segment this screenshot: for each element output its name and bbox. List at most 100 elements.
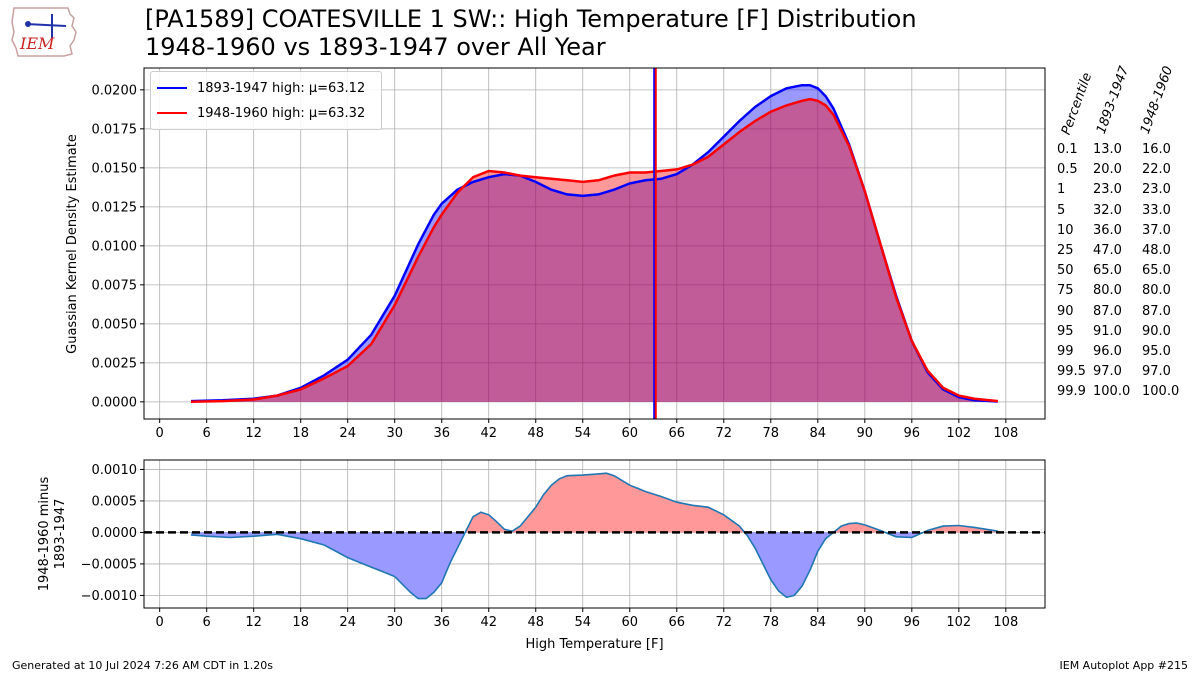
legend-swatch-blue [157, 87, 187, 89]
y-tick-label: 0.0000 [92, 395, 138, 410]
percentile-value: 99.5 [1057, 364, 1086, 380]
logo-text: IEM [19, 34, 55, 53]
period2-value: 23.0 [1142, 182, 1171, 198]
percentile-value: 0.5 [1057, 162, 1078, 178]
generated-timestamp: Generated at 10 Jul 2024 7:26 AM CDT in … [12, 659, 273, 672]
period2-value: 22.0 [1142, 162, 1171, 178]
difference-positive-area [191, 473, 998, 533]
x-tick-label: 102 [946, 426, 971, 441]
y-axis-label: Guassian Kernel Density Estimate [65, 134, 80, 354]
percentile-value: 95 [1057, 323, 1074, 339]
chart-title: [PA1589] COATESVILLE 1 SW:: High Tempera… [145, 5, 917, 33]
y-tick-label: 0.0050 [92, 317, 138, 332]
x-tick-label: 0 [156, 426, 164, 441]
legend-item-1948-1960: 1948-1960 high: μ=63.32 [157, 103, 365, 123]
period2-value: 95.0 [1142, 343, 1171, 359]
x-tick-label: 90 [857, 615, 874, 630]
y-axis-label-line2: 1893-1947 [53, 499, 68, 570]
period1-value: 47.0 [1093, 242, 1122, 258]
period1-value: 65.0 [1093, 263, 1122, 279]
y-tick-label: 0.0125 [92, 200, 138, 215]
y-tick-label: 0.0000 [92, 526, 138, 541]
x-tick-label: 78 [763, 615, 780, 630]
percentile-value: 90 [1057, 303, 1074, 319]
period2-value: 65.0 [1142, 263, 1171, 279]
x-tick-label: 24 [339, 426, 356, 441]
y-tick-label: 0.0175 [92, 122, 138, 137]
period1-value: 13.0 [1093, 142, 1122, 157]
x-axis-label: High Temperature [F] [525, 637, 663, 652]
difference-line [190, 472, 999, 600]
x-tick-label: 18 [292, 426, 309, 441]
x-tick-label: 60 [621, 615, 638, 630]
percentile-value: 99 [1057, 343, 1074, 359]
plot-frame [143, 459, 1046, 609]
x-tick-label: 108 [993, 615, 1018, 630]
period1-value: 80.0 [1093, 283, 1122, 299]
y-tick-label: 0.0010 [92, 463, 138, 478]
percentile-value: 25 [1057, 242, 1074, 258]
period2-value: 33.0 [1142, 202, 1171, 218]
plot-frame [143, 67, 1046, 420]
x-tick-label: 12 [245, 426, 262, 441]
x-tick-label: 102 [946, 615, 971, 630]
percentile-value: 1 [1057, 182, 1066, 198]
x-tick-label: 72 [716, 615, 733, 630]
percentile-value: 5 [1057, 202, 1066, 218]
x-tick-label: 42 [480, 426, 497, 441]
period2-value: 80.0 [1142, 283, 1171, 299]
x-tick-label: 54 [574, 615, 591, 630]
x-tick-label: 84 [810, 615, 827, 630]
period1-value: 36.0 [1093, 222, 1122, 238]
legend: 1893-1947 high: μ=63.12 1948-1960 high: … [150, 71, 382, 130]
density-line-1948-1960 [190, 97, 999, 404]
period1-value: 32.0 [1093, 202, 1122, 218]
iem-logo: IEM [11, 7, 77, 57]
x-tick-label: 48 [527, 426, 544, 441]
x-tick-label: 18 [292, 615, 309, 630]
app-label: IEM Autoplot App #215 [1059, 659, 1189, 672]
y-axis-label-line1: 1948-1960 minus [37, 477, 52, 592]
legend-label-1948-1960: 1948-1960 high: μ=63.32 [197, 105, 366, 121]
period1-value: 91.0 [1093, 323, 1122, 339]
chart-subtitle: 1948-1960 vs 1893-1947 over All Year [145, 33, 606, 61]
period2-value: 90.0 [1142, 323, 1171, 339]
period2-value: 48.0 [1142, 242, 1171, 258]
x-tick-label: 0 [156, 615, 164, 630]
period1-value: 87.0 [1093, 303, 1122, 319]
period1-value: 96.0 [1093, 343, 1122, 359]
difference-plot: 0 6 12 18 24 30 36 42 48 54 60 66 72 78 84 90 96 102 108 −0… [37, 459, 1046, 652]
x-tick-label: 78 [763, 426, 780, 441]
y-tick-label: −0.0005 [81, 557, 137, 572]
x-tick-label: 84 [810, 426, 827, 441]
x-tick-label: 30 [386, 426, 403, 441]
x-tick-label: 90 [857, 426, 874, 441]
x-tick-label: 54 [574, 426, 591, 441]
x-tick-label: 24 [339, 615, 356, 630]
density-plot: 0 6 12 18 24 30 36 42 48 54 60 66 72 78 84 90 96 102 108 0.… [65, 67, 1046, 441]
y-tick-label: 0.0100 [92, 239, 138, 254]
percentile-value: 0.1 [1057, 142, 1078, 157]
x-tick-label: 96 [904, 615, 921, 630]
y-tick-label: 0.0200 [92, 83, 138, 98]
percentile-value: 10 [1057, 222, 1074, 238]
period1-value: 20.0 [1093, 162, 1122, 178]
x-tick-label: 12 [245, 615, 262, 630]
period2-value: 87.0 [1142, 303, 1171, 319]
legend-swatch-red [157, 112, 187, 114]
period1-value: 97.0 [1093, 364, 1122, 380]
period1-value: 100.0 [1093, 384, 1131, 400]
period2-value: 37.0 [1142, 222, 1171, 238]
legend-label-1893-1947: 1893-1947 high: μ=63.12 [197, 80, 366, 96]
period2-value: 16.0 [1142, 142, 1171, 157]
density-area-1948-1960 [191, 99, 998, 402]
x-tick-label: 60 [621, 426, 638, 441]
x-tick-label: 42 [480, 615, 497, 630]
x-tick-label: 108 [993, 426, 1018, 441]
x-tick-label: 6 [203, 615, 211, 630]
y-tick-label: 0.0075 [92, 278, 138, 293]
x-tick-label: 66 [668, 426, 685, 441]
x-tick-label: 6 [203, 426, 211, 441]
legend-item-1893-1947: 1893-1947 high: μ=63.12 [157, 78, 365, 98]
